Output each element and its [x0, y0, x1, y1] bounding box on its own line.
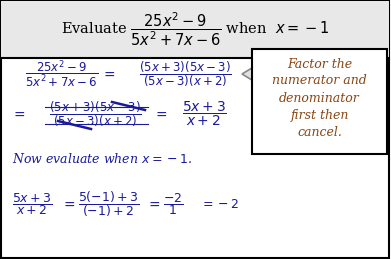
Text: $\dfrac{(5x+3)(5x-3)}{(5x-3)(x+2)}$: $\dfrac{(5x+3)(5x-3)}{(5x-3)(x+2)}$ — [138, 59, 231, 89]
FancyArrow shape — [242, 66, 270, 83]
Text: $\dfrac{5x+3}{x+2}$: $\dfrac{5x+3}{x+2}$ — [12, 191, 53, 217]
Text: Evaluate $\dfrac{25x^2 - 9}{5x^2 + 7x - 6}$ when  $x = -1$: Evaluate $\dfrac{25x^2 - 9}{5x^2 + 7x - … — [61, 10, 329, 48]
Bar — [1, 1, 389, 58]
Text: $=$: $=$ — [145, 197, 160, 211]
Text: Factor the: Factor the — [287, 57, 352, 70]
Text: $= -2$: $= -2$ — [200, 198, 239, 211]
Text: $\dfrac{-2}{1}$: $\dfrac{-2}{1}$ — [163, 191, 183, 217]
Text: $\dfrac{25x^2 - 9}{5x^2 + 7x - 6}$: $\dfrac{25x^2 - 9}{5x^2 + 7x - 6}$ — [25, 58, 99, 90]
Text: $=$: $=$ — [11, 107, 25, 121]
Text: cancel.: cancel. — [297, 126, 342, 139]
Text: $=$: $=$ — [61, 197, 75, 211]
Text: denominator: denominator — [279, 91, 360, 104]
Text: $\dfrac{5x + 3}{x + 2}$: $\dfrac{5x + 3}{x + 2}$ — [181, 100, 226, 128]
Text: $\dfrac{5(-1)+3}{(-1)+2}$: $\dfrac{5(-1)+3}{(-1)+2}$ — [78, 189, 140, 219]
Text: $\dfrac{(5x+3)(5x-3)}{(5x-3)(x+2)}$: $\dfrac{(5x+3)(5x-3)}{(5x-3)(x+2)}$ — [48, 99, 142, 129]
Text: numerator and: numerator and — [272, 75, 367, 88]
Text: $=$: $=$ — [152, 107, 167, 121]
Bar — [252, 49, 387, 154]
Text: $=$: $=$ — [100, 67, 115, 81]
Text: first then: first then — [290, 109, 349, 121]
Text: Now evaluate when $x = -1$.: Now evaluate when $x = -1$. — [12, 152, 192, 166]
